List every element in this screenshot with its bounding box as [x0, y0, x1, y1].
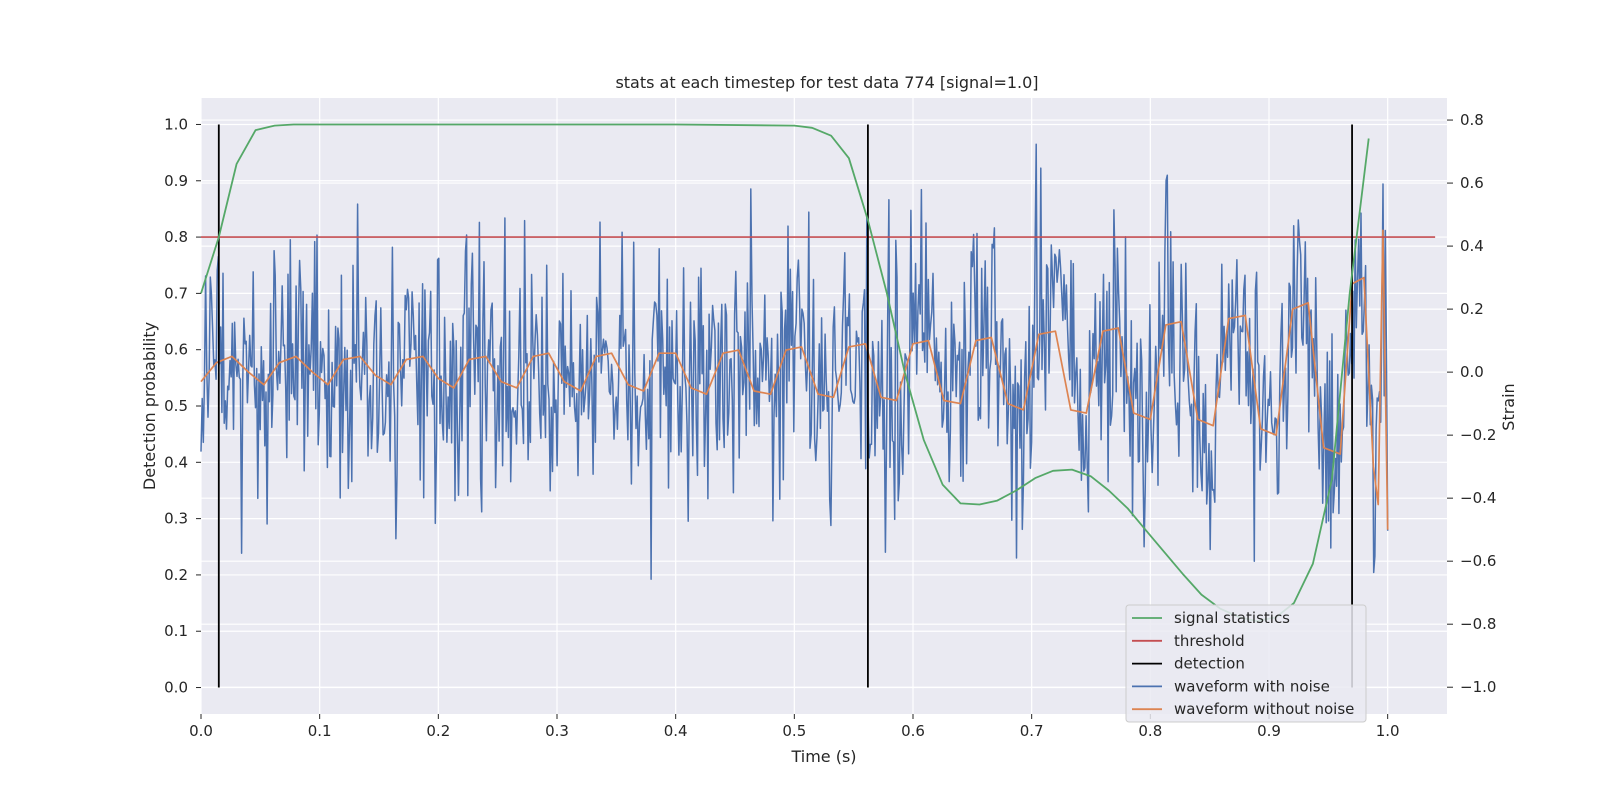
- y2-tick-label: −1.0: [1460, 678, 1496, 696]
- x-axis-title: Time (s): [790, 747, 856, 766]
- y-tick-label: 0.6: [164, 341, 188, 359]
- x-tick-label: 1.0: [1376, 722, 1400, 740]
- y-axis-right: −1.0 −0.8 −0.6 −0.4 −0.2 0.0 0.2 0.4 0.6 0.8: [1447, 111, 1496, 696]
- legend-label: waveform without noise: [1174, 700, 1354, 718]
- x-tick-label: 0.1: [308, 722, 332, 740]
- y-tick-label: 0.2: [164, 566, 188, 584]
- y2-tick-label: 0.4: [1460, 237, 1484, 255]
- legend-box: [1125, 604, 1367, 723]
- y-tick-label: 0.8: [164, 228, 188, 246]
- y-tick-label: 0.9: [164, 172, 188, 190]
- x-tick-label: 0.9: [1257, 722, 1281, 740]
- x-tick-label: 0.2: [426, 722, 450, 740]
- legend-label: detection: [1174, 655, 1245, 673]
- y2-tick-label: 0.0: [1460, 363, 1484, 381]
- y-axis-title: Detection probability: [140, 322, 159, 490]
- series-group: [200, 123, 1436, 688]
- legend-label: signal statistics: [1174, 609, 1290, 627]
- y-tick-label: 0.7: [164, 284, 188, 302]
- y2-tick-label: −0.2: [1460, 426, 1496, 444]
- x-tick-label: 0.3: [545, 722, 569, 740]
- y-tick-label: 0.3: [164, 510, 188, 528]
- chart-title: stats at each timestep for test data 774…: [615, 73, 1038, 92]
- series-waveform-without-noise: [200, 229, 1389, 530]
- y-tick-label: 0.4: [164, 453, 188, 471]
- x-tick-label: 0.7: [1020, 722, 1044, 740]
- y-tick-label: 0.1: [164, 622, 188, 640]
- x-tick-label: 0.0: [189, 722, 213, 740]
- legend-label: threshold: [1174, 632, 1245, 650]
- y2-tick-label: 0.6: [1460, 174, 1484, 192]
- y-tick-label: 0.5: [164, 397, 188, 415]
- x-tick-label: 0.8: [1138, 722, 1162, 740]
- y2-tick-label: 0.2: [1460, 300, 1484, 318]
- x-tick-label: 0.4: [664, 722, 688, 740]
- legend: signal statistics threshold detection wavef…: [1125, 604, 1367, 723]
- y2-tick-label: −0.6: [1460, 552, 1496, 570]
- y-axis-left: 0.0 0.1 0.2 0.3 0.4 0.5 0.6 0.7 0.8 0.9 1.0: [164, 115, 201, 697]
- legend-label: waveform with noise: [1174, 677, 1330, 695]
- y-tick-label: 1.0: [164, 115, 188, 133]
- y2-tick-label: −0.4: [1460, 489, 1496, 507]
- x-tick-label: 0.6: [901, 722, 925, 740]
- y2-axis-title: Strain: [1499, 383, 1518, 430]
- y-tick-label: 0.0: [164, 679, 188, 697]
- series-waveform-with-noise: [200, 143, 1389, 580]
- x-tick-label: 0.5: [782, 722, 806, 740]
- y2-tick-label: −0.8: [1460, 615, 1496, 633]
- y2-tick-label: 0.8: [1460, 111, 1484, 129]
- x-axis: 0.0 0.1 0.2 0.3 0.4 0.5 0.6 0.7 0.8 0.9 1.0: [189, 714, 1400, 740]
